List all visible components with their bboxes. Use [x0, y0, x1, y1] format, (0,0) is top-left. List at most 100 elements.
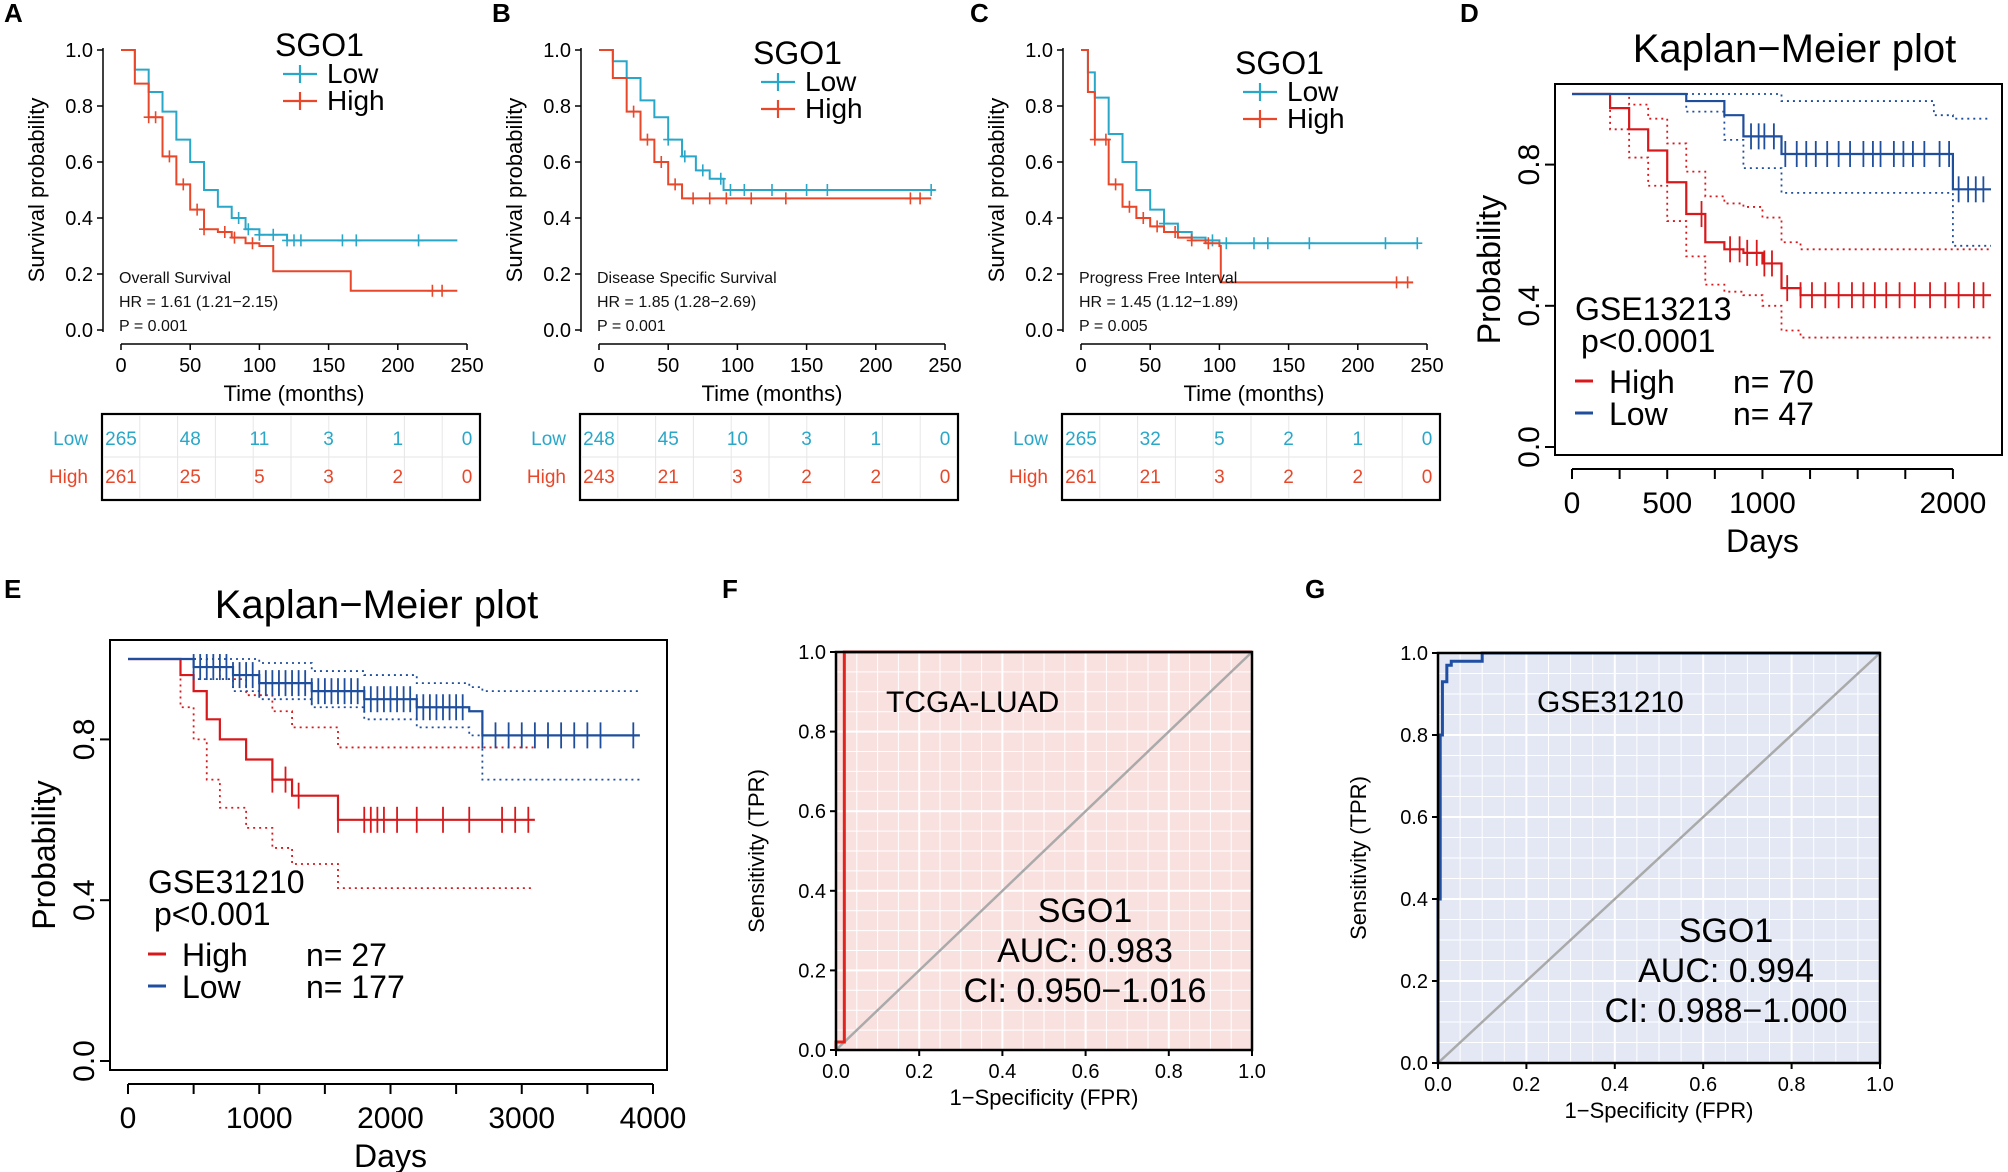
risk-count: 32	[1140, 429, 1161, 450]
risk-count: 3	[323, 429, 334, 450]
dataset-label: GSE31210	[148, 864, 305, 900]
series-line-high	[1081, 49, 1414, 284]
risk-count: 10	[727, 429, 748, 450]
legend-label-low: Low	[1287, 76, 1339, 107]
y-tick-label: 0.6	[1025, 152, 1053, 174]
y-axis-title: Survival probability	[984, 98, 1009, 283]
x-axis-title: Days	[1726, 523, 1799, 559]
risk-count: 2	[393, 467, 404, 488]
legend-label-high: High	[1287, 103, 1345, 134]
censor-mark-low	[679, 150, 690, 163]
ci-upper-low	[1572, 93, 1991, 120]
panel-label-F: F	[722, 574, 738, 604]
x-tick-label: 150	[790, 355, 823, 377]
risk-count: 2	[871, 467, 882, 488]
x-tick-label: 100	[721, 355, 754, 377]
risk-count: 1	[871, 429, 882, 450]
censor-mark-low	[739, 184, 750, 196]
y-tick-label: 0.8	[543, 96, 571, 118]
censor-mark-high	[746, 192, 757, 205]
x-tick-label: 0.8	[1155, 1061, 1183, 1083]
y-tick-label: 0.4	[1513, 285, 1546, 327]
dataset-label: GSE31210	[1537, 686, 1684, 719]
censor-mark-low	[1412, 237, 1423, 250]
x-tick-label: 0.0	[1424, 1074, 1452, 1096]
risk-row-label-high: High	[49, 467, 88, 488]
chart-title: Kaplan−Meier plot	[1633, 27, 1957, 71]
y-tick-label: 0.8	[68, 719, 101, 761]
y-tick-label: 0.8	[1025, 96, 1053, 118]
y-tick-label: 0.6	[798, 801, 826, 823]
censor-mark-high	[656, 156, 667, 168]
plot-frame	[109, 639, 668, 1071]
risk-count: 248	[583, 429, 615, 450]
legend-title: SGO1	[275, 27, 364, 63]
y-tick-label: 0.2	[1400, 971, 1428, 993]
risk-count: 0	[1422, 429, 1433, 450]
censor-mark-low	[725, 184, 736, 196]
x-tick-label: 3000	[488, 1102, 555, 1135]
risk-count: 45	[658, 429, 679, 450]
y-tick-label: 0.4	[65, 208, 93, 230]
p-value-label: p<0.0001	[1581, 323, 1715, 359]
legend-label-low: Low	[1609, 396, 1669, 432]
legend-title: SGO1	[753, 35, 842, 71]
risk-count: 261	[1065, 467, 1097, 488]
y-tick-label: 0.4	[68, 879, 101, 921]
x-tick-label: 1.0	[1866, 1074, 1894, 1096]
risk-count: 2	[801, 467, 812, 488]
risk-row-label-high: High	[527, 467, 566, 488]
censor-mark-high	[704, 192, 715, 205]
y-tick-label: 0.0	[1025, 320, 1053, 342]
panel-label-E: E	[4, 574, 21, 604]
x-tick-label: 100	[1203, 355, 1236, 377]
gene-label: SGO1	[1679, 912, 1773, 950]
risk-count: 3	[323, 467, 334, 488]
censor-mark-high	[1186, 234, 1197, 247]
legend-key-high	[283, 92, 317, 110]
risk-count: 48	[180, 429, 201, 450]
censor-mark-low	[1262, 237, 1273, 250]
risk-count: 243	[583, 467, 615, 488]
panel-label-G: G	[1305, 574, 1325, 604]
p-value-label: p<0.001	[154, 896, 271, 932]
risk-count: 265	[105, 429, 137, 450]
x-axis-title: Time (months)	[702, 381, 843, 406]
censor-mark-low	[233, 212, 244, 224]
censor-mark-high	[1402, 276, 1413, 289]
censor-mark-low	[351, 234, 362, 247]
y-tick-label: 0.0	[1400, 1053, 1428, 1075]
x-tick-label: 500	[1642, 487, 1692, 520]
legend-title: SGO1	[1235, 45, 1324, 81]
x-tick-label: 200	[859, 355, 892, 377]
series-line-high	[128, 657, 535, 821]
y-tick-label: 0.2	[543, 264, 571, 286]
stat-annotation: P = 0.001	[119, 318, 188, 335]
censor-mark-low	[1304, 237, 1315, 250]
y-tick-label: 0.2	[798, 960, 826, 982]
censor-mark-high	[178, 178, 189, 191]
series-line-low	[121, 49, 458, 242]
y-tick-label: 0.0	[65, 320, 93, 342]
auc-label: AUC: 0.994	[1638, 952, 1814, 990]
censor-mark-high	[229, 231, 240, 244]
censor-mark-high	[642, 133, 653, 146]
censor-mark-high	[164, 150, 175, 163]
legend-label-high: High	[805, 93, 863, 124]
y-tick-label: 0.4	[798, 881, 826, 903]
risk-count: 0	[940, 467, 951, 488]
y-axis-title: Sensitivity (TPR)	[1346, 776, 1371, 940]
x-tick-label: 0.4	[1601, 1074, 1629, 1096]
censor-mark-low	[1249, 237, 1259, 250]
risk-count: 21	[1140, 467, 1161, 488]
censor-mark-high	[1203, 237, 1214, 250]
x-tick-label: 2000	[357, 1102, 424, 1135]
censor-mark-low	[268, 228, 279, 241]
censor-mark-high	[905, 192, 916, 205]
censor-mark-high	[628, 105, 639, 118]
x-tick-label: 0.6	[1072, 1061, 1100, 1083]
auc-label: AUC: 0.983	[997, 932, 1173, 970]
risk-count: 5	[254, 467, 265, 488]
